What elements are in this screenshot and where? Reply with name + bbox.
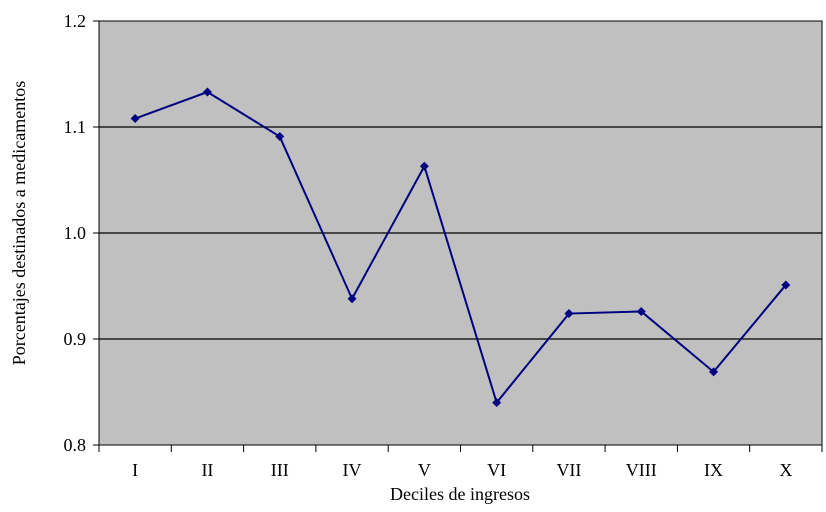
gridlines	[99, 126, 822, 340]
y-tick-label: 1.2	[64, 11, 87, 31]
x-tick-label: V	[418, 460, 431, 480]
x-tick-label: VIII	[626, 460, 657, 480]
y-axis-title: Porcentajes destinados a medicamentos	[9, 81, 29, 365]
x-tick-label: I	[132, 460, 138, 480]
data-point	[202, 87, 212, 97]
data-point	[492, 398, 502, 408]
y-tick-label: 0.9	[64, 329, 87, 349]
data-point	[564, 309, 574, 319]
series	[130, 87, 791, 408]
x-tick-label: VII	[556, 460, 581, 480]
data-point	[419, 161, 429, 171]
x-tick-label: II	[201, 460, 213, 480]
y-axis: 0.8 0.9 1.0 1.1 1.2	[64, 11, 99, 455]
data-point	[347, 294, 357, 304]
data-point	[275, 132, 285, 142]
y-tick-label: 1.0	[64, 223, 87, 243]
x-axis-title: Deciles de ingresos	[390, 484, 530, 504]
data-point	[636, 306, 646, 316]
data-point	[709, 367, 719, 377]
x-tick-label: III	[271, 460, 289, 480]
y-tick-label: 0.8	[64, 435, 87, 455]
y-tick-label: 1.1	[64, 117, 87, 137]
x-axis: I II III IV V VI VII VIII IX X	[98, 445, 823, 480]
data-point	[781, 280, 791, 290]
x-tick-label: IV	[343, 460, 362, 480]
x-tick-label: X	[779, 460, 792, 480]
x-tick-label: IX	[704, 460, 723, 480]
series-line	[134, 90, 787, 405]
data-point	[130, 114, 140, 124]
x-tick-label: VI	[487, 460, 506, 480]
